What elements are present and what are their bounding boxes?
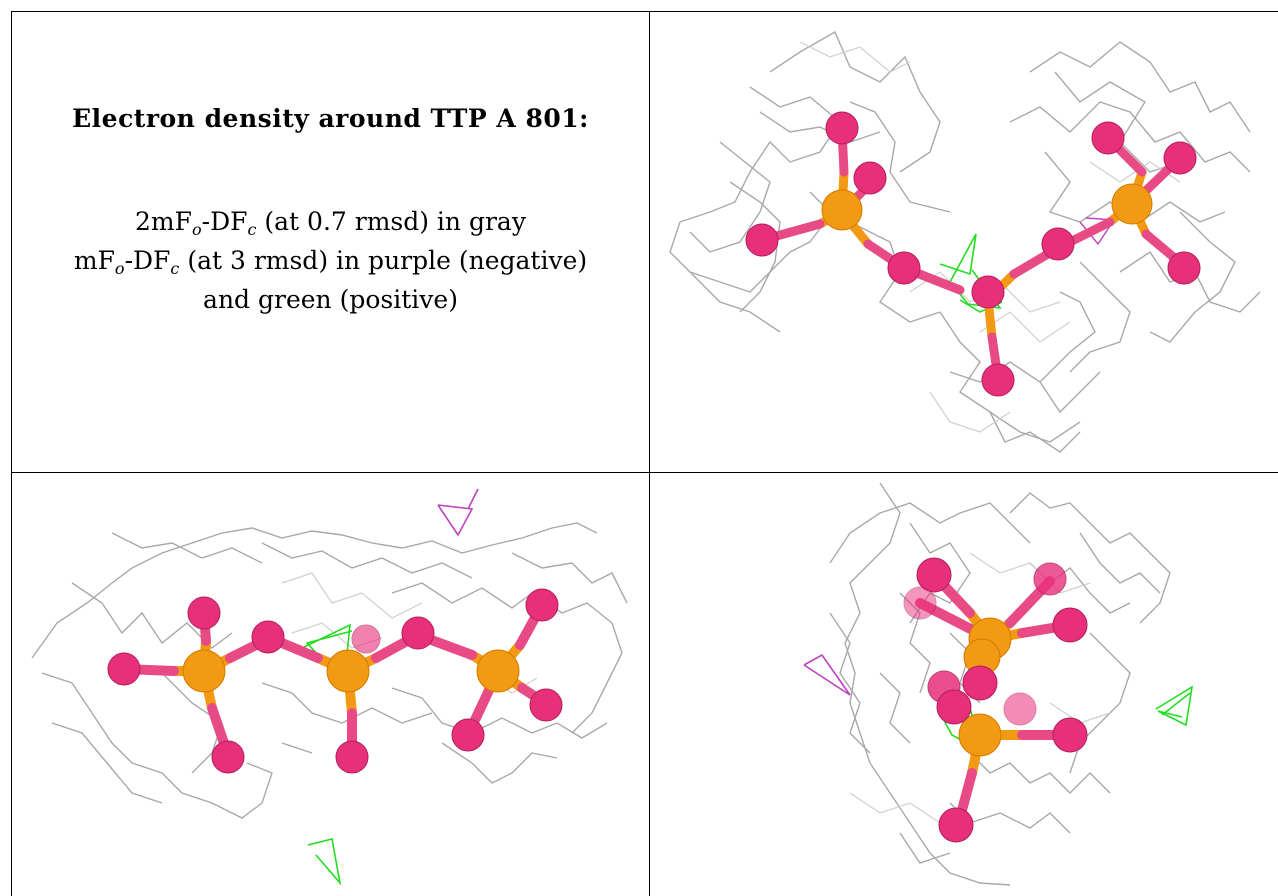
phosphorus-atom-1 (182, 649, 226, 693)
oxygen-atom (525, 588, 559, 622)
oxygen-atom (971, 275, 1005, 309)
caption-line-2fo-fc: 2mFo-DFc (at 0.7 rmsd) in gray (135, 207, 526, 239)
oxygen-atoms (903, 557, 1088, 843)
oxygen-atom (1033, 562, 1067, 596)
border-left (11, 11, 12, 896)
divider-vertical (649, 11, 650, 896)
oxygen-atom (903, 586, 937, 620)
oxygen-atom (451, 718, 485, 752)
phosphorus-atom-3 (958, 713, 1002, 757)
oxygen-atom (1091, 121, 1125, 155)
phosphorus-atom-2 (326, 649, 370, 693)
negative-density-purple (437, 488, 479, 537)
phosphorus-atoms (821, 183, 1153, 231)
oxygen-atom (335, 740, 369, 774)
molecule-view-top-right (669, 31, 1261, 453)
oxygen-atom (1163, 141, 1197, 175)
phosphorus-atom-2 (1111, 183, 1153, 225)
border-top (11, 11, 1278, 12)
density-mesh-gray (31, 522, 628, 819)
caption-panel: Electron density around TTP A 801: 2mFo-… (12, 12, 649, 471)
phosphorus-atoms (182, 649, 520, 693)
oxygen-atom (745, 223, 779, 257)
oxygen-atom (916, 557, 952, 593)
view-top-right (650, 12, 1278, 472)
oxygen-atom (887, 251, 921, 285)
oxygen-atom (1041, 227, 1075, 261)
view-bottom-left (12, 473, 649, 896)
oxygen-atom (1052, 717, 1088, 753)
oxygen-atom (529, 688, 563, 722)
density-mesh-gray (829, 482, 1171, 886)
phosphorus-atom-1 (821, 189, 863, 231)
negative-density-purple (803, 653, 851, 696)
oxygen-atom (401, 616, 435, 650)
oxygen-atom (981, 363, 1015, 397)
oxygen-atom (1167, 251, 1201, 285)
phosphorus-atom-3 (476, 649, 520, 693)
oxygen-atoms (745, 111, 1201, 397)
caption-title: Electron density around TTP A 801: (72, 104, 589, 133)
oxygen-atom (962, 665, 998, 701)
divider-horizontal (11, 472, 1278, 473)
bonds-orange (815, 167, 1151, 342)
phosphorus-atoms (958, 617, 1012, 757)
oxygen-atom (187, 596, 221, 630)
oxygen-atom (211, 740, 245, 774)
caption-line-positive: and green (positive) (203, 285, 458, 314)
view-bottom-right (650, 473, 1278, 896)
oxygen-atom (938, 807, 974, 843)
molecule-view-bottom-left (31, 488, 628, 886)
oxygen-atoms (107, 588, 563, 774)
oxygen-atom (1052, 607, 1088, 643)
oxygen-atom (351, 624, 381, 654)
oxygen-atom (107, 652, 141, 686)
oxygen-atom (1003, 692, 1037, 726)
oxygen-atom (825, 111, 859, 145)
caption-line-fo-fc: mFo-DFc (at 3 rmsd) in purple (negative) (73, 246, 588, 278)
oxygen-atom (936, 689, 972, 725)
oxygen-atom (853, 161, 887, 195)
oxygen-atom (251, 620, 285, 654)
density-mesh-gray (669, 31, 1261, 453)
molecule-view-bottom-right (803, 482, 1194, 886)
